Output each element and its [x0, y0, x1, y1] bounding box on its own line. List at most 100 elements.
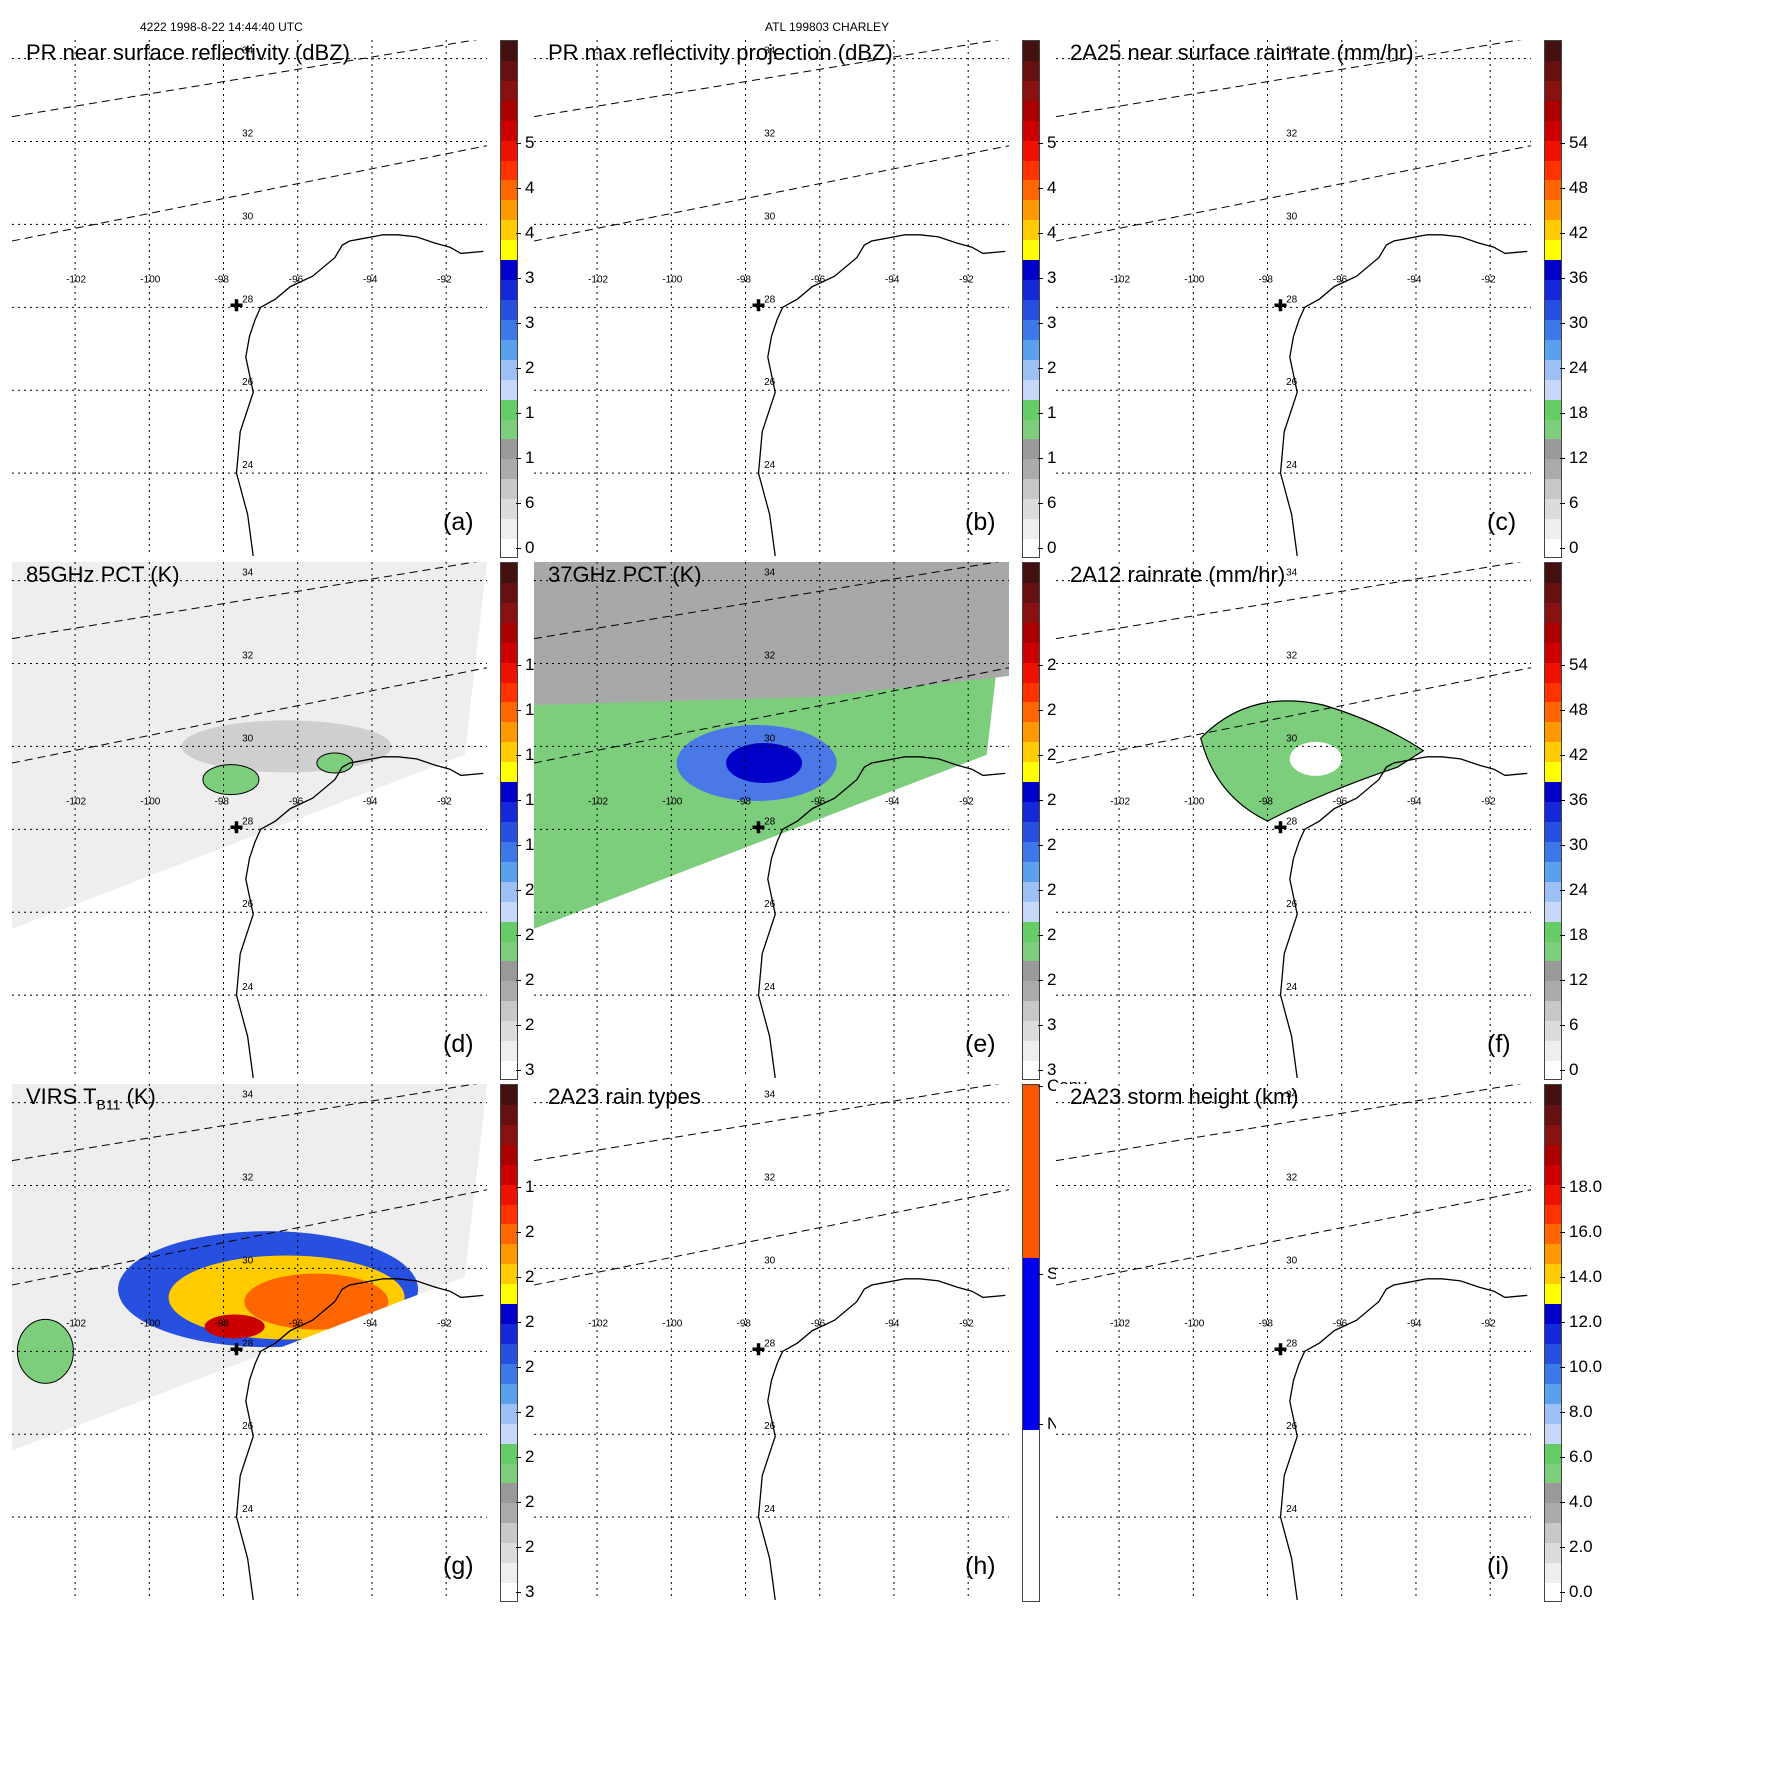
colorbar-segment: [1023, 941, 1039, 962]
colorbar-segment: [501, 901, 517, 922]
swath-edge-upper: [12, 40, 478, 118]
colorbar-tick-label: 0: [1559, 1060, 1579, 1079]
panel-title: 2A23 rain types: [548, 1084, 701, 1109]
colorbar-segment: [1545, 881, 1561, 902]
map-panel: -102 -100 -98 -96 -94 -92 34 32 30 28 26 24 2A25 nea…: [1044, 0, 1624, 560]
lon-label: -100: [1184, 1318, 1204, 1329]
colorbar-segment: [501, 519, 517, 540]
colorbar-segment: [1545, 722, 1561, 743]
colorbar-segment: [1545, 240, 1561, 261]
coastline: [1279, 234, 1528, 556]
colorbar-segment: [501, 1523, 517, 1544]
colorbar-segment: [501, 921, 517, 942]
colorbar-segment: [1545, 901, 1561, 922]
colorbar-tick-label: 14.0: [1559, 1266, 1603, 1286]
colorbar-segment: [1545, 339, 1561, 360]
lon-label: -96: [289, 1318, 304, 1329]
colorbar-segment: [1545, 100, 1561, 121]
colorbar-segment: [1545, 1124, 1561, 1145]
coastline: [757, 234, 1006, 556]
lon-label: -92: [437, 274, 452, 285]
swath-edge-upper: [534, 1084, 1000, 1162]
swath-edge-lower: [534, 1189, 1009, 1286]
colorbar-tick-label: 6.0: [1560, 1446, 1593, 1466]
lat-label: 32: [242, 651, 254, 662]
colorbar-segment: [1023, 1257, 1039, 1431]
colorbar: [1022, 562, 1040, 1080]
colorbar-segment: [1545, 841, 1561, 862]
colorbar: [1544, 40, 1562, 558]
storm-center-cross-icon: [752, 821, 765, 834]
title-sub: B11: [96, 1096, 121, 1113]
colorbar-segment: [1545, 140, 1561, 161]
colorbar-tick-label: 54: [1560, 654, 1588, 674]
lat-label: 28: [764, 1338, 776, 1349]
colorbar-segment: [1545, 682, 1561, 703]
panel-title: 2A23 storm height (km): [1070, 1084, 1299, 1109]
colorbar-segment: [501, 563, 517, 583]
panel-title: PR near surface reflectivity (dBZ): [26, 40, 350, 65]
lon-label: -102: [66, 796, 86, 807]
colorbar-segment: [501, 280, 517, 300]
lon-label: -96: [1333, 796, 1348, 807]
colorbar-segment: [1545, 563, 1561, 583]
lon-label: -94: [363, 796, 378, 807]
colorbar-tick-label: 4.0: [1560, 1491, 1593, 1511]
colorbar-tick-label: 24: [1560, 879, 1588, 899]
colorbar-segment: [501, 1463, 517, 1484]
colorbar-segment: [501, 1343, 517, 1364]
lon-label: -100: [140, 796, 160, 807]
colorbar-segment: [1545, 1184, 1561, 1205]
colorbar-segment: [501, 1543, 517, 1564]
colorbar-segment: [1545, 439, 1561, 460]
lon-label: -100: [662, 1318, 682, 1329]
colorbar-segment: [501, 439, 517, 460]
lat-label: 32: [1286, 651, 1298, 662]
colorbar-segment: [1023, 299, 1039, 320]
lat-label: 32: [764, 651, 776, 662]
colorbar-segment: [501, 961, 517, 982]
lon-label: -100: [662, 274, 682, 285]
colorbar-tick-label: 18: [1560, 924, 1588, 944]
lon-label: -92: [1481, 274, 1496, 285]
swath-edge-upper: [534, 562, 1000, 640]
colorbar-segment: [1545, 1523, 1561, 1544]
colorbar-segment: [501, 1184, 517, 1205]
colorbar-segment: [1023, 140, 1039, 161]
map-area: -102 -100 -98 -96 -94 -92 34 32 30 28 26 24: [1056, 40, 1531, 556]
colorbar-segment: [501, 1423, 517, 1444]
map-area: -102 -100 -98 -96 -94 -92 34 32 30 28 26 24: [534, 40, 1009, 556]
colorbar-segment: [1545, 1443, 1561, 1464]
lat-label: 24: [764, 460, 776, 471]
colorbar-segment: [501, 379, 517, 400]
panel-title: 37GHz PCT (K): [548, 562, 702, 587]
lon-label: -98: [215, 1318, 230, 1329]
lon-label: -98: [215, 274, 230, 285]
lat-label: 28: [242, 816, 254, 827]
lon-label: -102: [588, 1318, 608, 1329]
lat-label: 30: [242, 1255, 254, 1266]
rain-gap: [1289, 741, 1342, 776]
lat-label: 24: [242, 1504, 254, 1515]
lon-label: -92: [959, 274, 974, 285]
swath-edge-upper: [12, 1084, 478, 1162]
lon-label: -100: [140, 274, 160, 285]
panel-title: 2A25 near surface rainrate (mm/hr): [1070, 40, 1414, 65]
colorbar-segment: [1545, 941, 1561, 962]
storm-center-cross-icon: [230, 1343, 243, 1356]
colorbar-segment: [1545, 1383, 1561, 1404]
lon-label: -98: [737, 1318, 752, 1329]
colorbar-segment: [1023, 821, 1039, 842]
panel-title: PR max reflectivity projection (dBZ): [548, 40, 893, 65]
map-area: -102 -100 -98 -96 -94 -92 34 32 30 28 26 24: [1056, 1084, 1531, 1600]
panel-title: 85GHz PCT (K): [26, 562, 180, 587]
colorbar-segment: [1545, 642, 1561, 663]
map-svg: -102 -100 -98 -96 -94 -92 34 32 30 28 26 24: [1056, 1084, 1531, 1600]
colorbar-segment: [1545, 80, 1561, 101]
colorbar-segment: [1545, 299, 1561, 320]
lon-label: -102: [1110, 796, 1130, 807]
title-main: VIRS T: [26, 1084, 97, 1109]
map-svg: -102 -100 -98 -96 -94 -92 34 32 30 28 26 24: [12, 562, 487, 1078]
panel-letter: (e): [965, 1030, 996, 1058]
colorbar-segment: [1023, 260, 1039, 281]
